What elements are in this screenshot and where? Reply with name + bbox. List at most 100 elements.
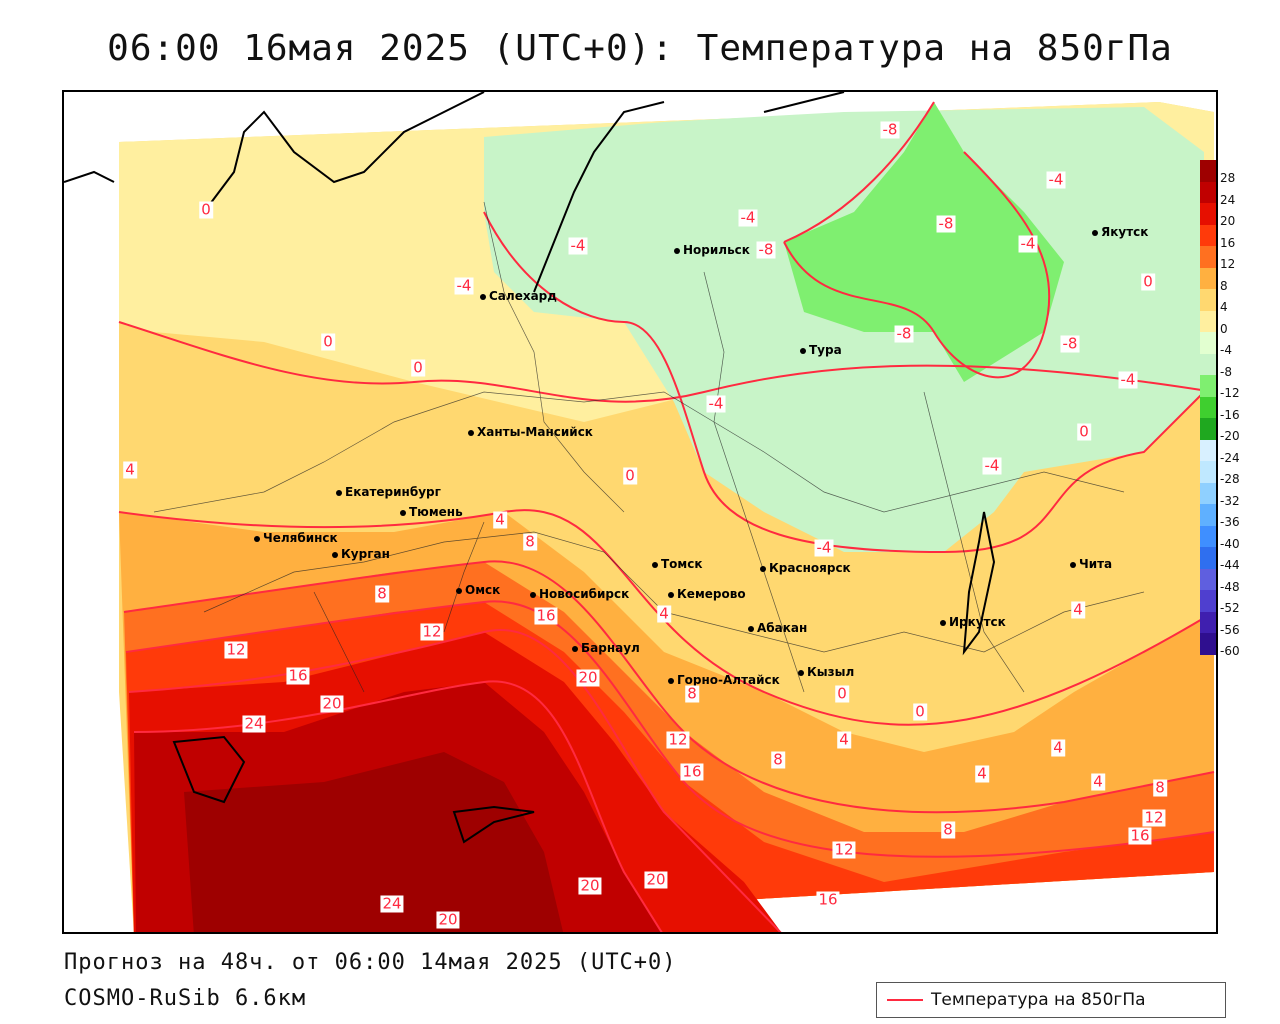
contour-label: 8	[523, 532, 537, 551]
colorbar-tick-label: -12	[1220, 386, 1240, 400]
contour-label: 8	[685, 684, 699, 703]
colorbar-segment	[1200, 289, 1216, 311]
colorbar-tick-label: -48	[1220, 579, 1240, 594]
city-dot-icon	[800, 347, 806, 354]
coastlines	[64, 92, 996, 844]
colorbar-tick-label: 4	[1220, 300, 1228, 314]
colorbar-segment	[1200, 160, 1216, 182]
contour-label: -4	[738, 208, 758, 227]
contour-label: -4	[454, 276, 474, 295]
colorbar-tick-label: -20	[1220, 429, 1240, 443]
contour-label: 4	[837, 730, 851, 749]
colorbar-segment	[1200, 224, 1216, 246]
colorbar-segment	[1200, 332, 1216, 354]
colorbar-segment	[1200, 246, 1216, 268]
colorbar-segment	[1200, 396, 1216, 418]
colorbar-segment	[1200, 439, 1216, 461]
contour-label: 20	[436, 910, 460, 929]
temperature-map[interactable]: Норильск Якутск Салехард Тура Ханты-Манс…	[62, 90, 1218, 934]
city-dot-icon	[468, 429, 474, 436]
colorbar-tick-label: -56	[1220, 622, 1240, 637]
city-dot-icon	[530, 591, 536, 598]
contour-label: -8	[880, 120, 900, 139]
colorbar	[1200, 160, 1216, 655]
colorbar-segment	[1200, 547, 1216, 569]
city-chita[interactable]: Чита	[1070, 557, 1112, 571]
city-dot-icon	[336, 489, 342, 496]
legend: Температура на 850гПа	[876, 982, 1226, 1018]
colorbar-segment	[1200, 611, 1216, 633]
contour-label: 0	[623, 466, 637, 485]
city-dot-icon	[332, 551, 338, 558]
contour-label: -8	[1060, 334, 1080, 353]
city-norilsk[interactable]: Норильск	[674, 243, 750, 257]
contour-label: 8	[375, 584, 389, 603]
colorbar-tick-label: -40	[1220, 536, 1240, 551]
contour-label: 8	[1153, 778, 1167, 797]
colorbar-segment	[1200, 310, 1216, 332]
contour-label: 12	[224, 640, 248, 659]
colorbar-tick-label: -44	[1220, 558, 1240, 572]
city-dot-icon	[652, 561, 658, 568]
city-salekhard[interactable]: Салехард	[480, 289, 557, 303]
city-khanty-mansiysk[interactable]: Ханты-Мансийск	[468, 425, 593, 439]
contour-label: 0	[199, 200, 213, 219]
city-omsk[interactable]: Омск	[456, 583, 500, 597]
city-chelyabinsk[interactable]: Челябинск	[254, 531, 338, 545]
colorbar-tick-label: 0	[1220, 321, 1228, 336]
city-dot-icon	[1092, 229, 1098, 236]
temperature-field	[64, 92, 1215, 932]
colorbar-tick-label: 12	[1220, 257, 1236, 271]
city-tyumen[interactable]: Тюмень	[400, 505, 463, 519]
colorbar-tick-label: -28	[1220, 472, 1240, 486]
city-tomsk[interactable]: Томск	[652, 557, 703, 571]
contour-label: -4	[1046, 170, 1066, 189]
colorbar-tick-label: 8	[1220, 278, 1228, 293]
city-dot-icon	[572, 645, 578, 652]
colorbar-tick-label: 24	[1220, 192, 1236, 207]
city-dot-icon	[1070, 561, 1076, 568]
city-krasnoyarsk[interactable]: Красноярск	[760, 561, 851, 575]
city-kemerovo[interactable]: Кемерово	[668, 587, 746, 601]
colorbar-segment	[1200, 590, 1216, 612]
city-dot-icon	[940, 619, 946, 626]
contour-label: 12	[1142, 808, 1166, 827]
colorbar-segment	[1200, 267, 1216, 289]
city-barnaul[interactable]: Барнаул	[572, 641, 640, 655]
colorbar-tick-label: -32	[1220, 493, 1240, 508]
contour-label: 12	[832, 840, 856, 859]
city-kyzyl[interactable]: Кызыл	[798, 665, 854, 679]
contour-label: 8	[771, 750, 785, 769]
contour-label: 4	[1091, 772, 1105, 791]
colorbar-segment	[1200, 568, 1216, 590]
city-dot-icon	[456, 587, 462, 594]
city-yekaterinburg[interactable]: Екатеринбург	[336, 485, 441, 499]
contour-label: 16	[1128, 826, 1152, 845]
contour-label: -8	[936, 214, 956, 233]
contour-label: 8	[941, 820, 955, 839]
colorbar-tick-label: -16	[1220, 407, 1240, 422]
contour-label: 0	[1141, 272, 1155, 291]
city-kurgan[interactable]: Курган	[332, 547, 390, 561]
colorbar-segment	[1200, 633, 1216, 655]
city-abakan[interactable]: Абакан	[748, 621, 807, 635]
city-dot-icon	[254, 535, 260, 542]
contour-label: 20	[576, 668, 600, 687]
contour-label: 16	[534, 606, 558, 625]
colorbar-tick-label: -4	[1220, 343, 1232, 357]
contour-label: 24	[242, 714, 266, 733]
colorbar-tick-label: -8	[1220, 364, 1232, 379]
contour-label: 20	[578, 876, 602, 895]
city-irkutsk[interactable]: Иркутск	[940, 615, 1006, 629]
contour-label: 16	[680, 762, 704, 781]
legend-label: Температура на 850гПа	[931, 990, 1146, 1010]
city-gorno-altaysk[interactable]: Горно-Алтайск	[668, 673, 780, 687]
contour-label: 12	[420, 622, 444, 641]
city-dot-icon	[668, 591, 674, 598]
city-dot-icon	[760, 565, 766, 572]
contour-label: 4	[493, 510, 507, 529]
contour-label: 16	[286, 666, 310, 685]
city-novosibirsk[interactable]: Новосибирск	[530, 587, 629, 601]
city-tura[interactable]: Тура	[800, 343, 842, 357]
city-yakutsk[interactable]: Якутск	[1092, 225, 1148, 239]
